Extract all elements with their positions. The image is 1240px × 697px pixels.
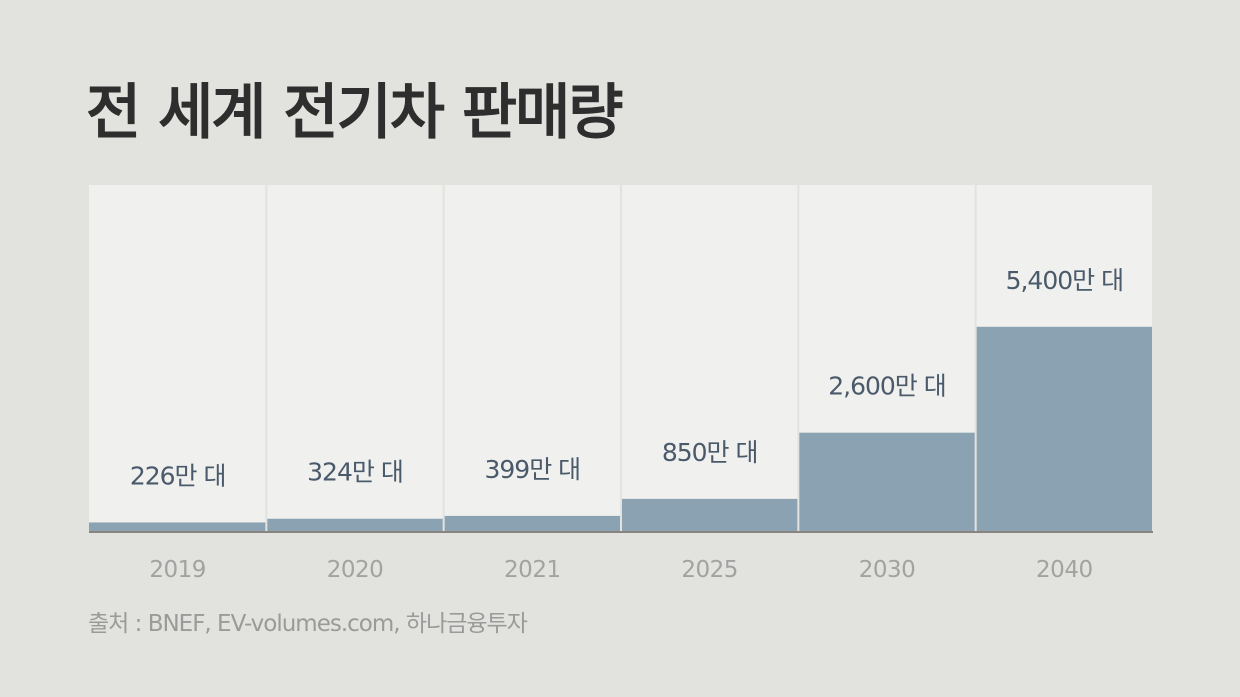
column-background-2019 (89, 185, 266, 531)
data-label-2040: 5,400만 대 (1006, 266, 1124, 295)
column-background-2020 (267, 185, 443, 531)
chart-title: 전 세계 전기차 판매량 (86, 78, 623, 148)
x-tick-label-2025: 2025 (681, 557, 738, 583)
data-label-2021: 399만 대 (484, 455, 580, 484)
bar-2020 (267, 518, 443, 531)
bar-2030 (799, 432, 975, 531)
x-tick-label-2020: 2020 (327, 557, 384, 583)
column-background-2021 (444, 185, 620, 531)
bar-2040 (976, 326, 1152, 531)
data-label-2025: 850만 대 (662, 438, 758, 467)
x-tick-label-2030: 2030 (859, 557, 916, 583)
x-tick-label-2019: 2019 (149, 557, 206, 583)
bars (89, 326, 1152, 531)
bar-2021 (444, 515, 620, 531)
bar-2025 (622, 498, 798, 531)
x-axis-ticks: 2019 2020 2021 2025 2030 2040 (149, 557, 1093, 583)
bar-2019 (89, 522, 266, 531)
data-label-2020: 324만 대 (307, 458, 403, 487)
column-background-2025 (622, 185, 798, 531)
x-tick-label-2040: 2040 (1036, 557, 1093, 583)
source-note: 출처 : BNEF, EV-volumes.com, 하나금융투자 (88, 611, 528, 637)
data-label-2030: 2,600만 대 (828, 372, 946, 401)
data-labels: 226만 대 324만 대 399만 대 850만 대 2,600만 대 5,400만 대 (130, 266, 1124, 491)
column-backgrounds (89, 185, 1152, 531)
data-label-2019: 226만 대 (130, 461, 226, 490)
x-tick-label-2021: 2021 (504, 557, 561, 583)
